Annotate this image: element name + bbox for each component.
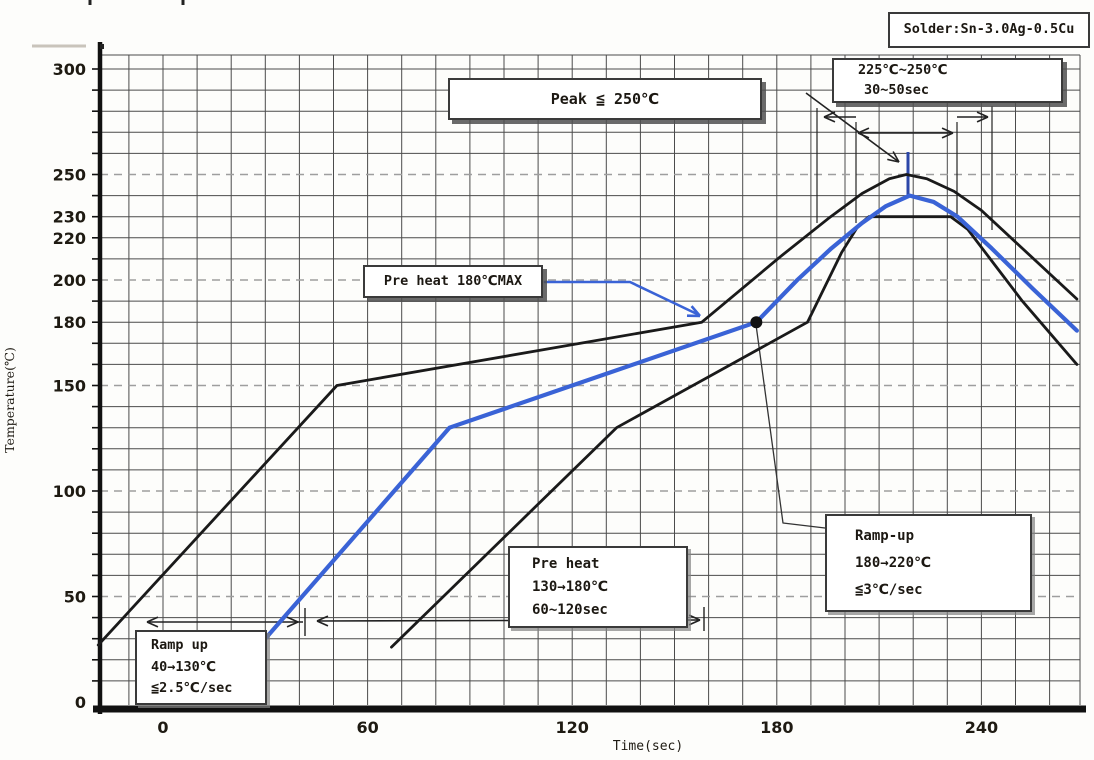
solder-type-box: Solder:Sn-3.0Ag-0.5Cu bbox=[888, 12, 1090, 48]
annotation-line: 40→130℃ bbox=[151, 658, 217, 675]
annotation-line: Pre heat bbox=[532, 556, 600, 572]
annotation-line: Ramp-up bbox=[855, 528, 915, 544]
x-tick-label: 60 bbox=[356, 718, 378, 737]
y-tick-label: 200 bbox=[53, 271, 86, 290]
y-tick-label: 300 bbox=[53, 60, 86, 79]
annotation-line: ≦3℃/sec bbox=[855, 582, 923, 598]
solder-type-label: Solder:Sn-3.0Ag-0.5Cu bbox=[903, 21, 1075, 38]
profile-curves bbox=[96, 173, 1079, 649]
preheat-max-label: Pre heat 180℃MAX bbox=[383, 272, 523, 289]
preheat-max-annotation-box: Pre heat 180℃MAX bbox=[363, 265, 543, 298]
annotation-line: 60~120sec bbox=[532, 602, 608, 618]
y-tick-label: 250 bbox=[53, 166, 86, 185]
x-tick-label: 0 bbox=[157, 718, 168, 737]
y-tick-label: 180 bbox=[53, 313, 86, 332]
y-tick-label: 0 bbox=[75, 693, 86, 712]
annotation-line: 225℃~250℃ bbox=[858, 62, 948, 78]
y-tick-label: 150 bbox=[53, 377, 86, 396]
preheat-max-pointer-arrow bbox=[543, 280, 701, 318]
annotation-line: 30~50sec bbox=[864, 81, 930, 98]
annotation-line: 180→220℃ bbox=[855, 555, 931, 571]
scan-artifacts bbox=[32, 0, 185, 49]
preheat-annotation-box: Pre heat 130→180℃ 60~120sec bbox=[508, 546, 688, 628]
annotation-line: ≦2.5℃/sec bbox=[151, 680, 233, 697]
dot-leader-line bbox=[755, 326, 826, 529]
peak-annotation-label: Peak ≦ 250℃ bbox=[550, 89, 660, 108]
profile-180c-marker-dot bbox=[750, 316, 763, 329]
y-axis-title: Temperature(℃) bbox=[2, 347, 17, 453]
y-tick-label: 230 bbox=[53, 208, 86, 227]
peak-annotation-box: Peak ≦ 250℃ bbox=[448, 78, 762, 120]
axis-labels: 0 50 100 150 180 200 220 230 250 300 0 60 120 180 240 T… bbox=[2, 60, 998, 754]
y-tick-label: 220 bbox=[53, 229, 86, 248]
annotation-line: Ramp up bbox=[151, 637, 208, 654]
peak-window-annotation-box: 225℃~250℃ 30~50sec bbox=[832, 58, 1063, 103]
x-axis-title: Time(sec) bbox=[613, 739, 683, 754]
x-tick-label: 180 bbox=[760, 718, 793, 737]
y-tick-label: 100 bbox=[53, 482, 86, 501]
ramp-up-low-annotation-box: Ramp up 40→130℃ ≦2.5℃/sec bbox=[135, 630, 267, 705]
y-tick-label: 50 bbox=[64, 588, 86, 607]
plot-axes bbox=[92, 42, 1086, 714]
ramp-up-high-annotation-box: Ramp-up 180→220℃ ≦3℃/sec bbox=[825, 514, 1032, 612]
annotation-line: 130→180℃ bbox=[532, 579, 608, 595]
x-tick-label: 240 bbox=[965, 718, 998, 737]
x-tick-label: 120 bbox=[555, 718, 588, 737]
